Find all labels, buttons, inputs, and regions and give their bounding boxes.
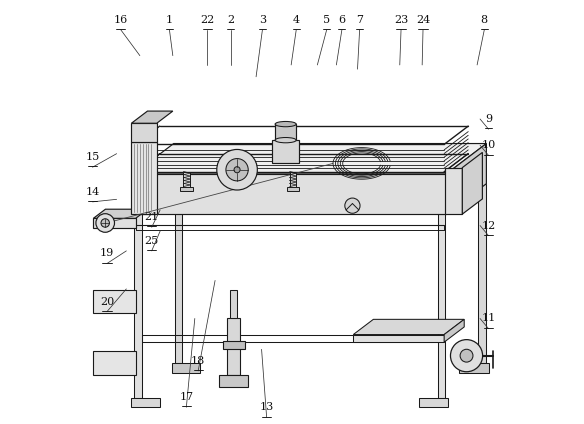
Text: 25: 25	[145, 236, 159, 246]
Bar	[227, 318, 241, 375]
Text: 5: 5	[323, 15, 330, 25]
Bar	[223, 341, 245, 349]
Polygon shape	[463, 152, 482, 214]
Text: 18: 18	[191, 356, 206, 366]
Text: 19: 19	[100, 248, 114, 258]
Text: 17: 17	[179, 392, 193, 402]
Polygon shape	[478, 184, 485, 363]
Circle shape	[101, 219, 109, 227]
Text: 23: 23	[394, 15, 408, 25]
Polygon shape	[131, 123, 157, 142]
Polygon shape	[134, 144, 486, 174]
Circle shape	[96, 214, 114, 232]
Bar	[134, 214, 142, 398]
Circle shape	[345, 198, 360, 213]
Polygon shape	[131, 111, 173, 123]
Text: 11: 11	[481, 313, 496, 324]
Circle shape	[226, 159, 248, 181]
Bar	[183, 172, 190, 188]
Ellipse shape	[275, 137, 296, 143]
Text: 6: 6	[338, 15, 345, 25]
Bar	[230, 290, 237, 318]
Polygon shape	[272, 140, 300, 163]
Polygon shape	[353, 335, 444, 342]
Text: 12: 12	[481, 220, 496, 231]
Text: 14: 14	[85, 187, 100, 197]
Polygon shape	[446, 144, 486, 214]
Text: 3: 3	[259, 15, 266, 25]
Polygon shape	[131, 398, 160, 407]
Bar	[219, 375, 248, 387]
Polygon shape	[446, 167, 463, 214]
Text: 20: 20	[100, 297, 114, 307]
Polygon shape	[93, 209, 148, 218]
Polygon shape	[131, 142, 157, 214]
Polygon shape	[172, 363, 200, 373]
Bar	[180, 187, 193, 191]
Text: 4: 4	[293, 15, 300, 25]
Text: 13: 13	[259, 402, 274, 412]
Text: 22: 22	[200, 15, 214, 25]
Text: 8: 8	[481, 15, 488, 25]
Text: 16: 16	[114, 15, 128, 25]
Polygon shape	[353, 319, 464, 335]
Ellipse shape	[275, 121, 296, 127]
Text: 2: 2	[227, 15, 234, 25]
Circle shape	[450, 340, 482, 372]
Text: 21: 21	[145, 212, 159, 222]
Text: 10: 10	[481, 140, 496, 150]
Bar	[93, 351, 135, 375]
Polygon shape	[93, 218, 135, 228]
Text: 1: 1	[166, 15, 173, 25]
Bar	[93, 290, 135, 313]
Polygon shape	[444, 319, 464, 342]
Polygon shape	[419, 398, 449, 407]
Text: 15: 15	[85, 152, 100, 162]
Polygon shape	[175, 184, 182, 363]
Bar	[287, 187, 300, 191]
Polygon shape	[275, 124, 296, 140]
Polygon shape	[134, 174, 446, 214]
Circle shape	[234, 167, 240, 173]
Bar	[438, 214, 446, 398]
Bar	[290, 172, 297, 188]
Text: 9: 9	[485, 114, 492, 124]
Text: 7: 7	[356, 15, 363, 25]
Polygon shape	[459, 363, 488, 373]
Text: 24: 24	[416, 15, 430, 25]
Circle shape	[460, 349, 473, 362]
Circle shape	[217, 149, 258, 190]
